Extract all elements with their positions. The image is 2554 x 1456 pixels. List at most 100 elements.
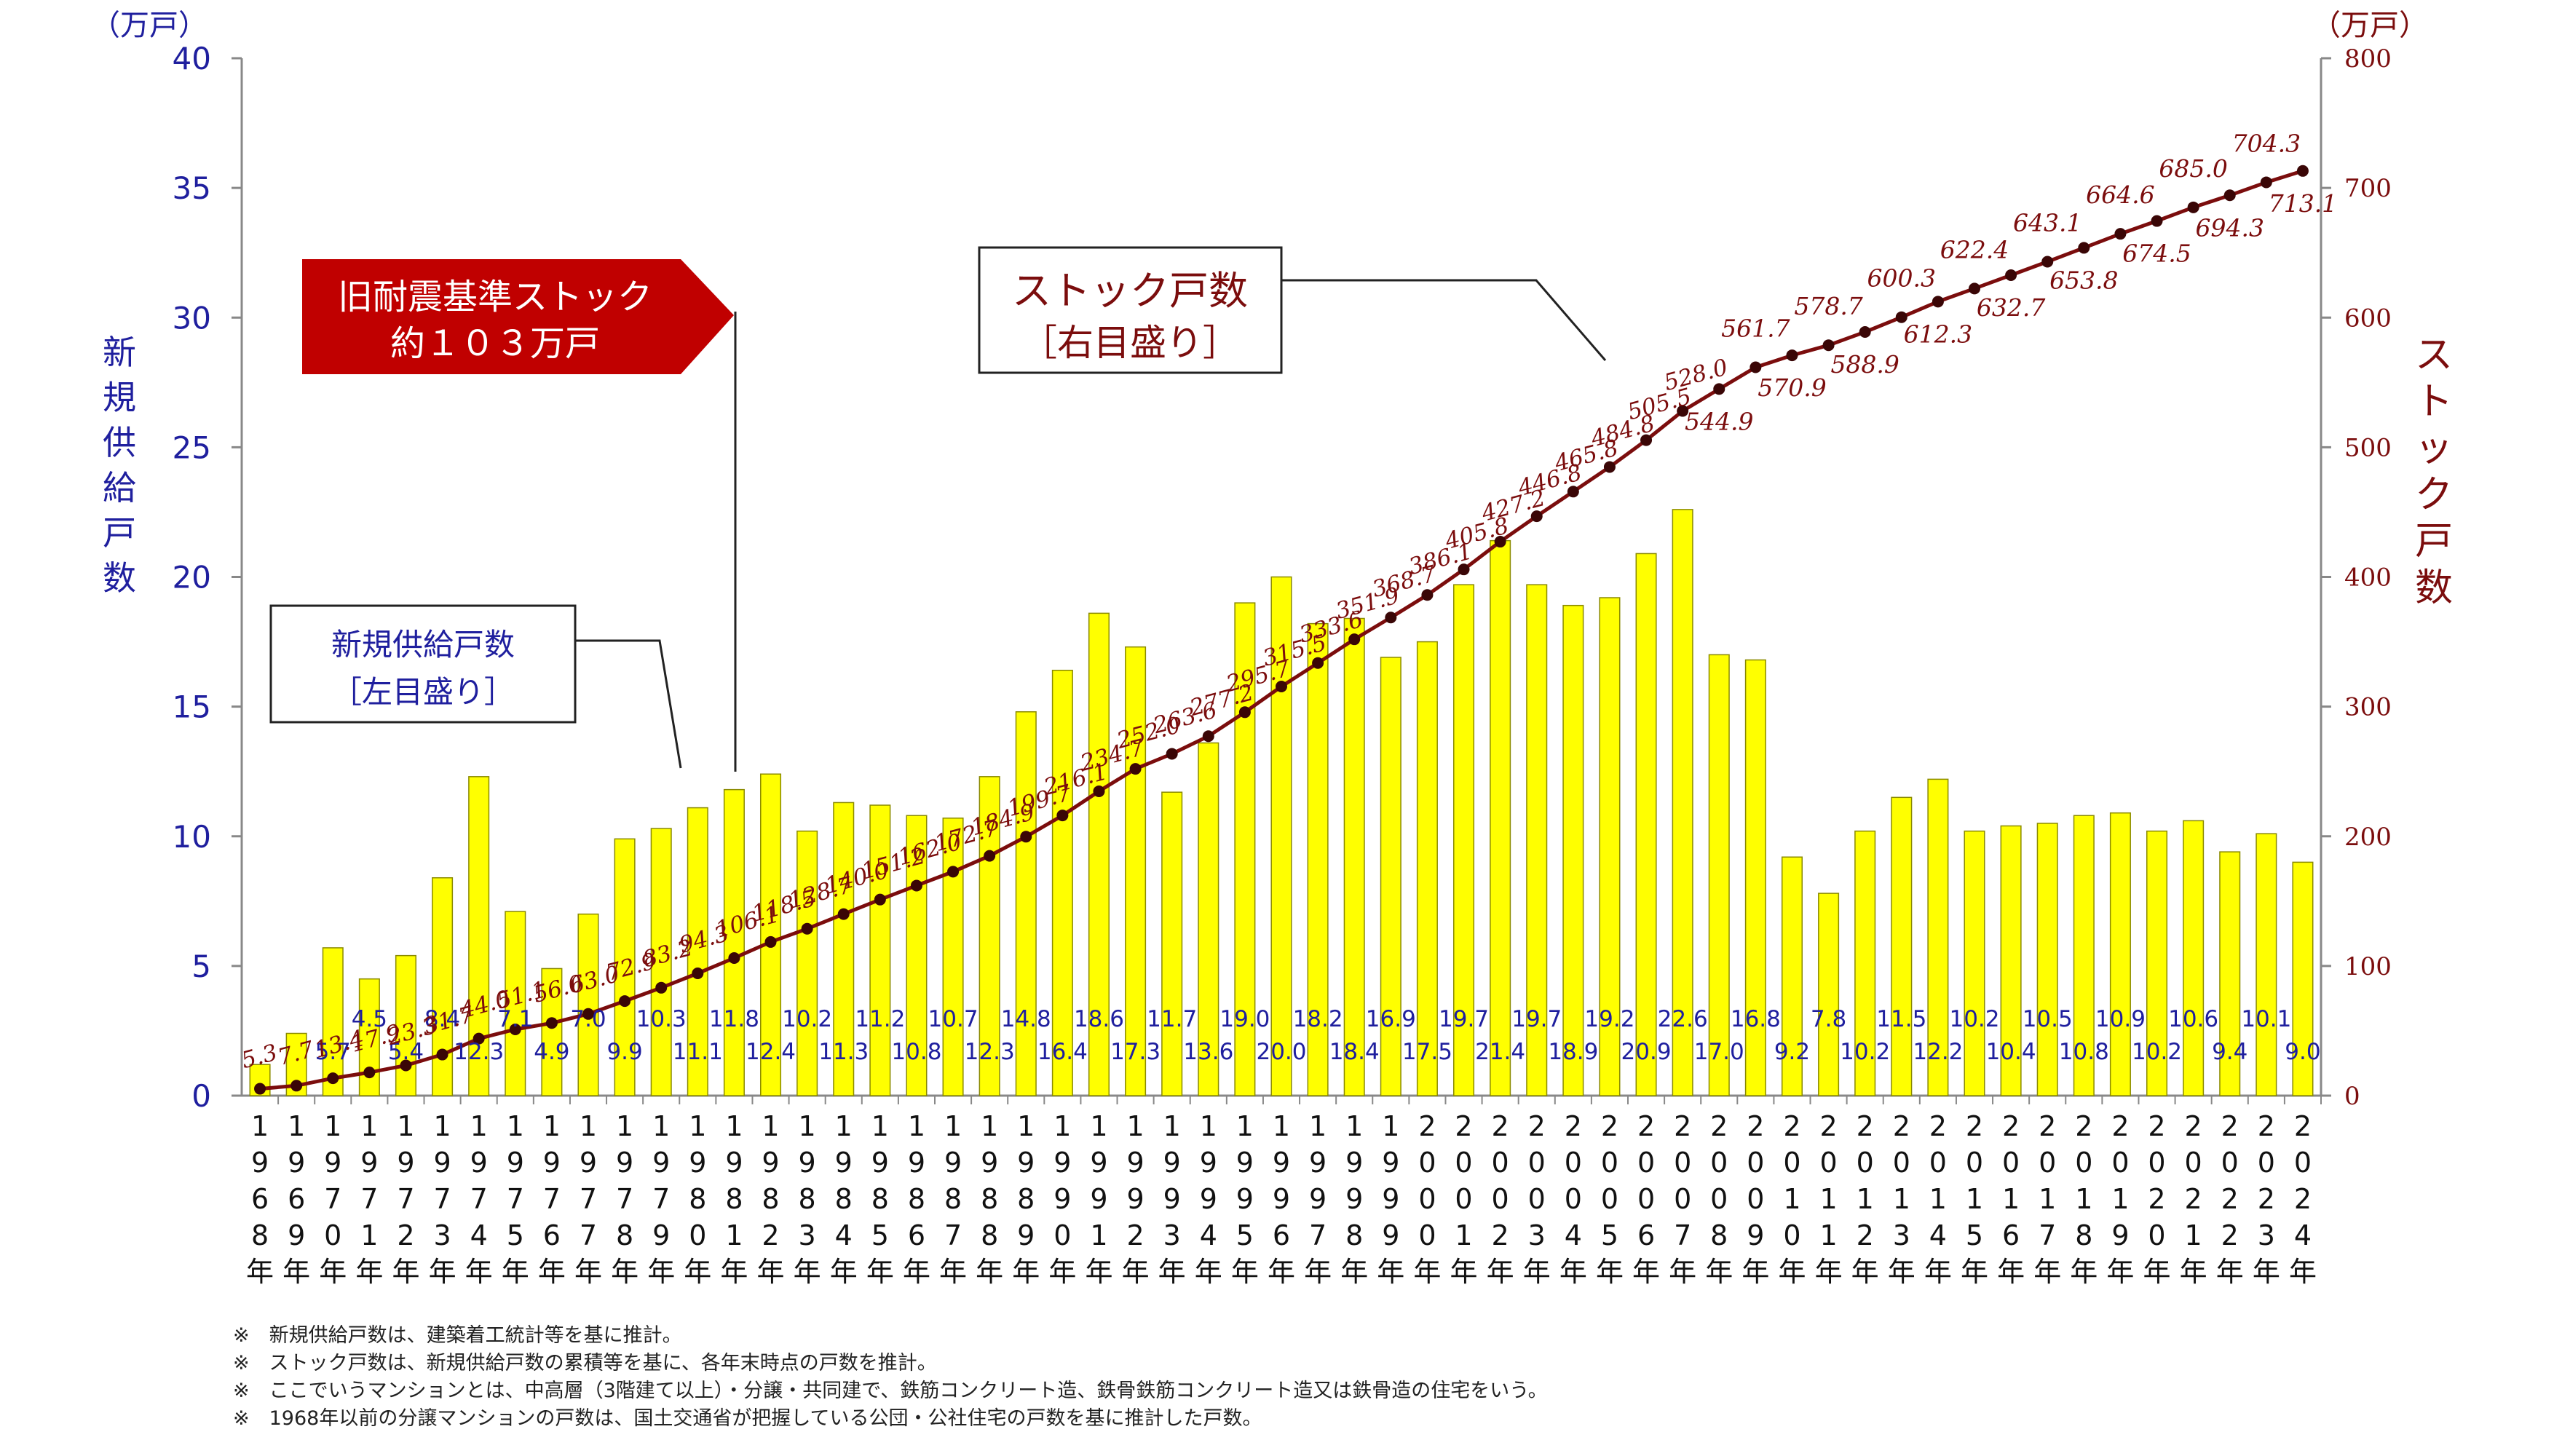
stock-point xyxy=(655,981,668,994)
stock-value-label: 570.9 xyxy=(1758,373,1826,402)
right-tick-label: 0 xyxy=(2344,1082,2360,1111)
bar xyxy=(1343,617,1365,1096)
bar xyxy=(2292,861,2314,1096)
bar-value-label: 7.1 xyxy=(497,1006,533,1032)
bar xyxy=(942,818,964,1096)
bar-value-label: 9.9 xyxy=(606,1039,642,1065)
bar xyxy=(2036,823,2058,1096)
stock-point xyxy=(1895,311,1907,323)
left-tick-label: 35 xyxy=(173,170,211,206)
bar-series-new-supply xyxy=(249,509,2314,1096)
bar xyxy=(1854,830,1876,1096)
stock-point xyxy=(473,1032,485,1045)
stock-point xyxy=(1348,633,1361,646)
stock-point xyxy=(2114,228,2127,240)
bar xyxy=(505,911,526,1096)
bar-value-label: 19.2 xyxy=(1584,1006,1634,1032)
bar-value-label: 18.6 xyxy=(1074,1006,1124,1032)
stock-point xyxy=(2296,165,2309,177)
bar xyxy=(2255,833,2277,1096)
bar-value-label: 18.2 xyxy=(1293,1006,1343,1032)
stock-point xyxy=(1822,339,1835,352)
stock-point xyxy=(764,935,777,948)
callout-new-supply-line1: 新規供給戸数 xyxy=(331,627,515,662)
footnote-item: ※ 1968年以前の分譲マンションの戸数は、国土交通省が把握している公団・公社住… xyxy=(233,1407,1262,1430)
left-tick-label: 20 xyxy=(173,560,211,596)
stock-point xyxy=(1093,785,1105,797)
bar-value-label: 20.0 xyxy=(1256,1039,1306,1065)
callout-new-supply-leader xyxy=(575,639,682,769)
callout-old-standard-box xyxy=(302,259,734,374)
stock-point xyxy=(2041,256,2054,268)
bar-value-label: 5.4 xyxy=(388,1039,424,1065)
right-axis-unit: （万戸） xyxy=(2312,9,2428,42)
stock-point xyxy=(1750,361,1762,373)
right-tick-label: 800 xyxy=(2344,44,2392,74)
bar xyxy=(759,773,782,1096)
bar xyxy=(1125,646,1147,1096)
stock-point xyxy=(400,1059,412,1072)
bar-value-label: 12.4 xyxy=(746,1039,796,1065)
stock-point xyxy=(1494,536,1506,548)
bar-value-label: 19.0 xyxy=(1219,1006,1270,1032)
bar-value-label: 13.6 xyxy=(1183,1039,1233,1065)
bar-value-label: 11.5 xyxy=(1876,1006,1926,1032)
stock-point xyxy=(327,1072,339,1085)
bar xyxy=(1672,509,1693,1096)
right-tick-label: 500 xyxy=(2344,433,2392,462)
stock-point xyxy=(2078,242,2090,254)
stock-point xyxy=(1020,831,1032,843)
stock-point xyxy=(801,922,813,935)
bar xyxy=(2073,815,2095,1096)
bar-value-label: 10.1 xyxy=(2241,1006,2291,1032)
stock-point xyxy=(984,850,996,862)
left-axis-unit: （万戸） xyxy=(91,9,207,42)
stock-point xyxy=(290,1080,303,1092)
callout-stock-line1: ストック戸数 xyxy=(1012,268,1248,314)
bar-value-label: 17.5 xyxy=(1402,1039,1452,1065)
bar-value-label: 10.5 xyxy=(2023,1006,2073,1032)
stock-point xyxy=(1567,486,1579,498)
footnotes: ※ 新規供給戸数は、建築着工統計等を基に推計。 ※ ストック戸数は、新規供給戸数… xyxy=(233,1322,1548,1433)
right-tick-label: 600 xyxy=(2344,304,2392,333)
bar-value-label: 10.8 xyxy=(2059,1039,2109,1065)
stock-point xyxy=(2187,201,2199,213)
bar-value-label: 9.4 xyxy=(2212,1039,2247,1065)
bar xyxy=(1562,604,1584,1096)
bar-value-label: 10.8 xyxy=(891,1039,941,1065)
stock-point xyxy=(1202,730,1214,743)
bar-value-label: 10.6 xyxy=(2168,1006,2218,1032)
bar-value-label: 22.6 xyxy=(1658,1006,1708,1032)
left-tick-label: 30 xyxy=(173,300,211,336)
bar-value-label: 12.3 xyxy=(965,1039,1015,1065)
callout-old-standard-line1: 旧耐震基準ストック xyxy=(338,277,652,317)
left-tick-label: 15 xyxy=(173,689,211,725)
stock-point xyxy=(1458,563,1470,576)
stock-point xyxy=(1276,681,1287,693)
stock-point xyxy=(545,1017,558,1029)
stock-value-label: 561.7 xyxy=(1721,314,1790,342)
axes: 0510152025303540010020030040050060070080… xyxy=(173,41,2392,1288)
bar xyxy=(906,815,928,1096)
